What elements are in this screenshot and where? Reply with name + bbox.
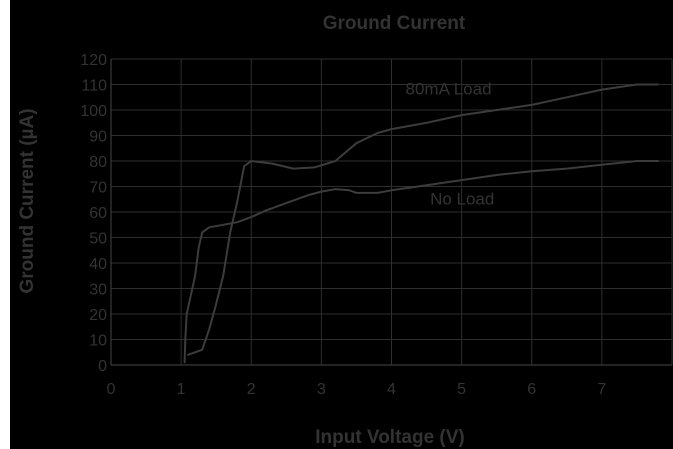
y-tick-label-60: 60 xyxy=(89,205,107,222)
y-tick-label-120: 120 xyxy=(80,52,107,69)
y-tick-label-110: 110 xyxy=(81,78,107,95)
series-annotations: 80mA Load No Load xyxy=(406,80,495,209)
x-tick-label-1: 1 xyxy=(177,381,186,398)
x-tick-label-5: 5 xyxy=(457,381,466,398)
y-tick-label-50: 50 xyxy=(89,231,107,248)
series-label-80ma-load: 80mA Load xyxy=(406,80,492,99)
y-tick-label-30: 30 xyxy=(89,282,107,299)
y-tick-label-10: 10 xyxy=(89,333,107,350)
x-tick-label-3: 3 xyxy=(317,381,326,398)
series-lines xyxy=(183,83,659,364)
chart-title: Ground Current xyxy=(323,13,466,34)
x-tick-label-0: 0 xyxy=(107,381,116,398)
y-tick-label-100: 100 xyxy=(80,103,107,120)
y-tick-label-40: 40 xyxy=(89,256,107,273)
y-tick-label-70: 70 xyxy=(89,180,107,197)
y-tick-label-90: 90 xyxy=(89,129,107,146)
series-line-80ma-load xyxy=(187,83,659,356)
x-tick-label-2: 2 xyxy=(247,381,256,398)
x-tick-label-6: 6 xyxy=(527,381,536,398)
x-tick-label-4: 4 xyxy=(387,381,396,398)
x-tick-label-7: 7 xyxy=(597,381,606,398)
tick-labels: 0 10 20 30 40 50 60 70 80 90 100 110 120 0 1 2 3 4 5 6 7 xyxy=(80,52,606,398)
chart-frame: Ground Current 0 10 20 30 40 50 60 70 80 90 100 110… xyxy=(10,0,673,449)
y-tick-label-80: 80 xyxy=(89,154,107,171)
series-line-no-load xyxy=(183,160,659,364)
grid-lines xyxy=(110,58,673,366)
y-tick-label-0: 0 xyxy=(98,358,107,375)
x-axis-title: Input Voltage (V) xyxy=(315,427,465,448)
ground-current-chart: Ground Current 0102030405060708090100110… xyxy=(17,13,673,448)
y-axis-title: Ground Current (µA) xyxy=(17,108,38,293)
series-label-no-load: No Load xyxy=(430,189,494,208)
y-tick-label-20: 20 xyxy=(89,307,107,324)
